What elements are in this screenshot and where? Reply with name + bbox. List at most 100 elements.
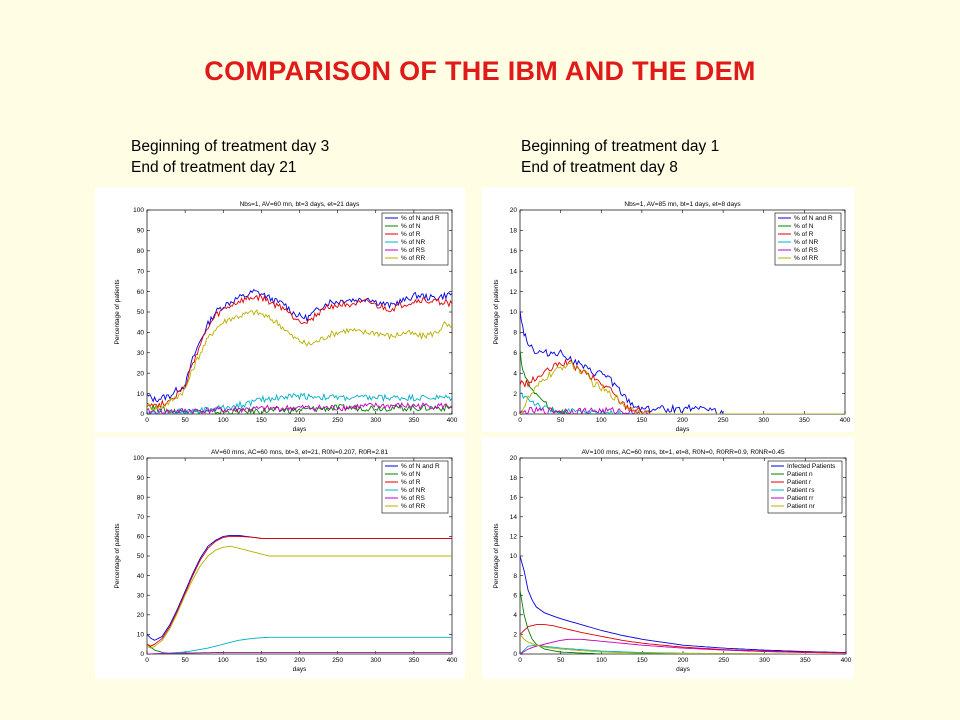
caption-right: Beginning of treatment day 1 End of trea… <box>521 136 719 178</box>
legend-label: % of NR <box>401 487 426 494</box>
x-tick-label: 150 <box>256 417 267 424</box>
y-axis-label: Percentage of patients <box>114 523 121 589</box>
legend-label: % of N and R <box>794 215 833 222</box>
caption-left: Beginning of treatment day 3 End of trea… <box>131 136 329 178</box>
legend-label: Patient rr <box>787 495 814 502</box>
x-tick-label: 250 <box>718 417 729 424</box>
chart-title: Nbs=1, AV=60 mn, bt=3 days, et=21 days <box>240 201 361 208</box>
x-tick-label: 100 <box>596 417 607 424</box>
y-tick-label: 4 <box>513 370 517 377</box>
legend-box <box>381 460 449 514</box>
series-line <box>520 406 845 414</box>
y-tick-label: 50 <box>137 553 145 560</box>
x-tick-label: 300 <box>370 657 381 664</box>
y-tick-label: 0 <box>513 651 517 658</box>
y-tick-label: 0 <box>140 411 144 418</box>
y-tick-label: 60 <box>137 534 145 541</box>
chart-title: Nbs=1, AV=85 mn, bt=1 days, et=8 days <box>624 201 741 208</box>
y-tick-label: 80 <box>137 248 145 255</box>
chart-title: AV=100 mns, AC=60 mns, bt=1, et=8, R0N=0… <box>581 449 785 456</box>
legend-label: % of RS <box>401 247 426 254</box>
x-tick-label: 100 <box>218 417 229 424</box>
x-tick-label: 250 <box>718 657 729 664</box>
chart-ibm-bt3-et21: Nbs=1, AV=60 mn, bt=3 days, et=21 days 0 5… <box>114 201 458 433</box>
y-tick-label: 2 <box>513 632 517 639</box>
x-tick-label: 50 <box>182 417 190 424</box>
x-tick-label: 250 <box>332 417 343 424</box>
legend-label: Patient r <box>787 479 812 486</box>
series-line <box>520 555 846 653</box>
y-tick-label: 30 <box>137 592 145 599</box>
y-tick-label: 6 <box>513 350 517 357</box>
slide-title: COMPARISON OF THE IBM AND THE DEM <box>204 56 756 86</box>
chart-dem-bt3-et21: AV=60 mns, AC=60 mns, bt=3, et=21, R0N=0… <box>114 449 458 673</box>
x-tick-label: 350 <box>408 657 419 664</box>
legend-label: Infected Patients <box>787 463 836 470</box>
legend-box <box>774 212 842 266</box>
series-line <box>147 643 452 654</box>
x-tick-label: 50 <box>182 657 190 664</box>
series-line <box>147 545 452 649</box>
legend-label: Patient rs <box>787 487 815 494</box>
legend-box <box>767 460 843 514</box>
y-tick-label: 12 <box>510 534 518 541</box>
legend-label: % of RR <box>401 503 426 510</box>
x-tick-label: 150 <box>636 417 647 424</box>
x-tick-label: 350 <box>408 417 419 424</box>
y-tick-label: 20 <box>137 612 145 619</box>
y-tick-label: 16 <box>510 494 518 501</box>
x-axis-label: days <box>676 666 690 673</box>
x-tick-label: 0 <box>145 657 149 664</box>
y-tick-label: 10 <box>510 309 518 316</box>
y-tick-label: 100 <box>133 207 144 214</box>
x-tick-label: 100 <box>596 657 607 664</box>
series-line <box>147 392 452 414</box>
y-tick-label: 60 <box>137 289 145 296</box>
x-tick-label: 0 <box>145 417 149 424</box>
y-tick-label: 6 <box>513 592 517 599</box>
series-line <box>520 358 845 414</box>
y-tick-label: 14 <box>510 268 518 275</box>
series-line <box>147 309 452 412</box>
y-tick-label: 14 <box>510 514 518 521</box>
series-line <box>147 651 452 654</box>
y-tick-label: 18 <box>510 228 518 235</box>
series-line <box>147 402 452 414</box>
chart-title: AV=60 mns, AC=60 mns, bt=3, et=21, R0N=0… <box>211 449 388 456</box>
legend-label: % of R <box>401 479 421 486</box>
legend-label: % of N <box>794 223 814 230</box>
y-axis-label: Percentage of patients <box>493 523 500 589</box>
legend-label: Patient nr <box>787 503 816 510</box>
x-tick-label: 150 <box>256 657 267 664</box>
y-tick-label: 30 <box>137 350 145 357</box>
y-tick-label: 90 <box>137 475 145 482</box>
caption-left-line1: Beginning of treatment day 3 <box>131 138 330 155</box>
y-tick-label: 20 <box>510 207 518 214</box>
figure-dem-bottom-left: AV=60 mns, AC=60 mns, bt=3, et=21, R0N=0… <box>95 437 465 679</box>
y-tick-label: 12 <box>510 289 518 296</box>
y-tick-label: 16 <box>510 248 518 255</box>
series-line <box>520 638 846 654</box>
figure-ibm-top-left: Nbs=1, AV=60 mn, bt=3 days, et=21 days 0 5… <box>95 187 465 433</box>
legend-label: % of R <box>401 231 421 238</box>
legend-label: % of NR <box>401 239 426 246</box>
x-tick-label: 150 <box>637 657 648 664</box>
legend-label: % of NR <box>794 239 819 246</box>
legend-label: % of RS <box>794 247 819 254</box>
y-tick-label: 10 <box>137 632 145 639</box>
legend-label: % of N and R <box>401 215 440 222</box>
y-tick-label: 70 <box>137 268 145 275</box>
x-axis-label: days <box>293 426 307 433</box>
series-line <box>147 288 452 403</box>
x-tick-label: 50 <box>557 657 565 664</box>
x-tick-label: 0 <box>518 657 522 664</box>
y-axis-label: Percentage of patients <box>493 279 500 345</box>
x-tick-label: 350 <box>800 657 811 664</box>
y-tick-label: 10 <box>137 391 145 398</box>
series-line <box>147 293 452 409</box>
legend-label: % of N <box>401 223 421 230</box>
y-tick-label: 4 <box>513 612 517 619</box>
x-tick-label: 400 <box>841 657 852 664</box>
x-tick-label: 300 <box>759 657 770 664</box>
series-line <box>147 535 452 647</box>
